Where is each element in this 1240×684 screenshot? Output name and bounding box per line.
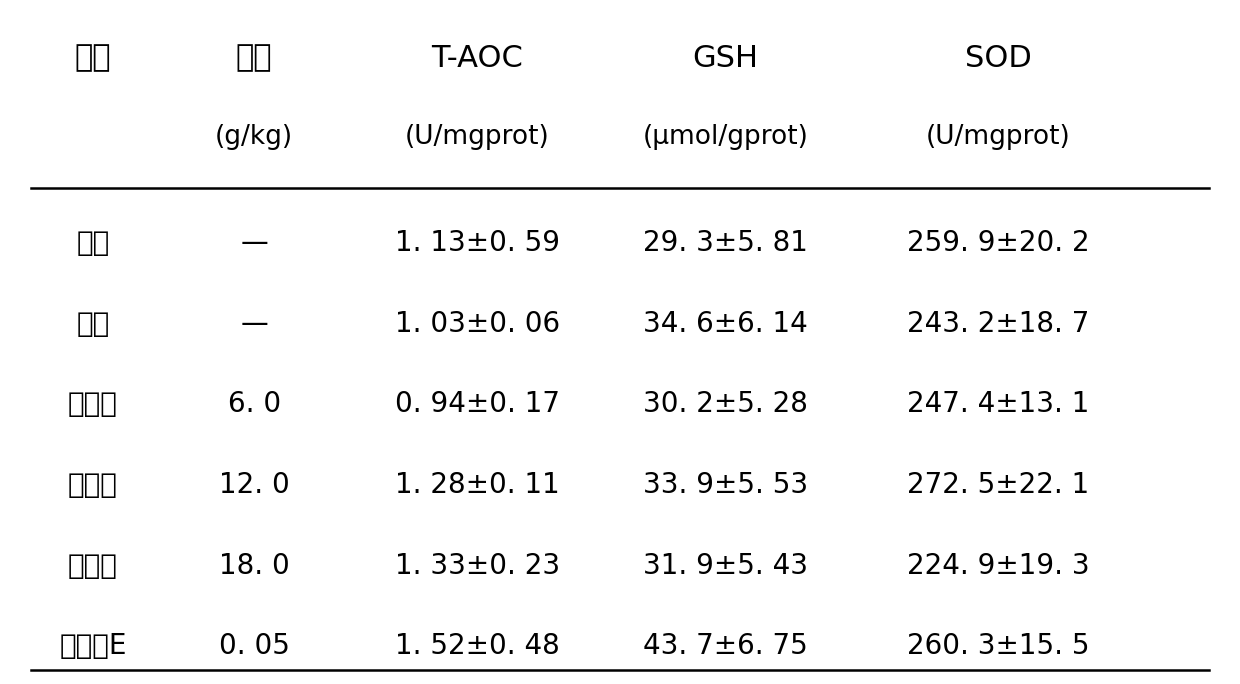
Text: 1. 28±0. 11: 1. 28±0. 11 [396, 471, 559, 499]
Text: (U/mgprot): (U/mgprot) [405, 124, 549, 150]
Text: 31. 9±5. 43: 31. 9±5. 43 [642, 552, 808, 579]
Text: 发酵物: 发酵物 [68, 391, 118, 418]
Text: GSH: GSH [692, 44, 759, 73]
Text: 247. 4±13. 1: 247. 4±13. 1 [906, 391, 1090, 418]
Text: 18. 0: 18. 0 [218, 552, 290, 579]
Text: —: — [241, 229, 268, 256]
Text: 1. 13±0. 59: 1. 13±0. 59 [394, 229, 560, 256]
Text: 259. 9±20. 2: 259. 9±20. 2 [906, 229, 1090, 256]
Text: 6. 0: 6. 0 [228, 391, 280, 418]
Text: 0. 05: 0. 05 [218, 633, 290, 660]
Text: SOD: SOD [965, 44, 1032, 73]
Text: 224. 9±19. 3: 224. 9±19. 3 [906, 552, 1090, 579]
Text: 34. 6±6. 14: 34. 6±6. 14 [644, 310, 807, 337]
Text: 1. 03±0. 06: 1. 03±0. 06 [394, 310, 560, 337]
Text: (U/mgprot): (U/mgprot) [926, 124, 1070, 150]
Text: 模型: 模型 [77, 310, 109, 337]
Text: 1. 33±0. 23: 1. 33±0. 23 [394, 552, 560, 579]
Text: 243. 2±18. 7: 243. 2±18. 7 [906, 310, 1090, 337]
Text: 维生素E: 维生素E [60, 633, 126, 660]
Text: 30. 2±5. 28: 30. 2±5. 28 [644, 391, 807, 418]
Text: 发酵物: 发酵物 [68, 471, 118, 499]
Text: 对照: 对照 [77, 229, 109, 256]
Text: (µmol/gprot): (µmol/gprot) [642, 124, 808, 150]
Text: 0. 94±0. 17: 0. 94±0. 17 [394, 391, 560, 418]
Text: 43. 7±6. 75: 43. 7±6. 75 [644, 633, 807, 660]
Text: 组别: 组别 [74, 44, 112, 73]
Text: 33. 9±5. 53: 33. 9±5. 53 [642, 471, 808, 499]
Text: 260. 3±15. 5: 260. 3±15. 5 [906, 633, 1090, 660]
Text: 12. 0: 12. 0 [218, 471, 290, 499]
Text: 剂量: 剂量 [236, 44, 273, 73]
Text: 272. 5±22. 1: 272. 5±22. 1 [908, 471, 1089, 499]
Text: (g/kg): (g/kg) [215, 124, 294, 150]
Text: 29. 3±5. 81: 29. 3±5. 81 [644, 229, 807, 256]
Text: 1. 52±0. 48: 1. 52±0. 48 [396, 633, 559, 660]
Text: —: — [241, 310, 268, 337]
Text: T-AOC: T-AOC [432, 44, 523, 73]
Text: 发酵物: 发酵物 [68, 552, 118, 579]
